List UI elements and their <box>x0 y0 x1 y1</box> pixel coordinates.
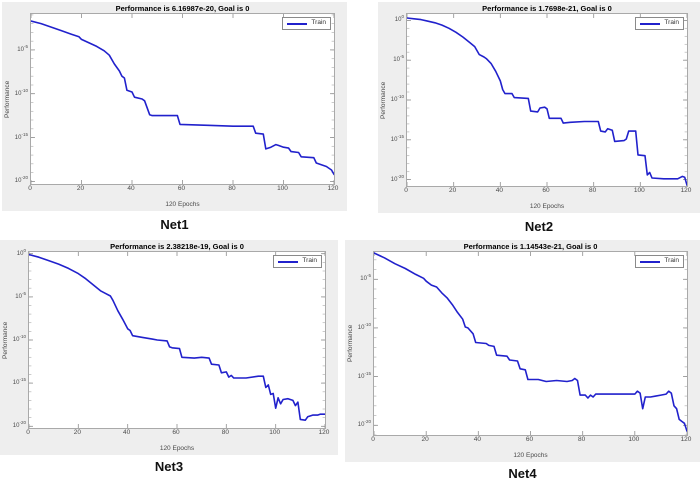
x-tick-label: 120 <box>327 185 339 192</box>
x-tick-label: 60 <box>525 436 534 443</box>
x-tick-label: 60 <box>542 187 550 194</box>
x-tick-label: 40 <box>473 436 481 443</box>
train-curve <box>374 252 687 432</box>
legend-label: Train <box>311 19 326 27</box>
x-tick-label: 40 <box>495 187 503 194</box>
x-tick-label: 80 <box>228 185 236 192</box>
legend: Train <box>282 17 331 30</box>
y-tick-label: 10-15 <box>390 133 404 143</box>
legend-label: Train <box>302 257 317 265</box>
y-tick-label: 100 <box>394 14 404 24</box>
x-tick-label: 0 <box>26 429 30 436</box>
x-axis-label: 120 Epochs <box>159 445 195 452</box>
legend-line-icon <box>278 260 299 263</box>
legend: Train <box>635 17 684 30</box>
plot-area: Train <box>406 13 688 187</box>
figure-window: Performance is 6.16987e-20, Goal is 0 Pe… <box>2 2 347 211</box>
figure-net1: Performance is 6.16987e-20, Goal is 0 Pe… <box>2 2 347 236</box>
x-tick-label: 20 <box>421 436 429 443</box>
y-tick-label: 10-10 <box>390 94 404 103</box>
plot-area: Train <box>373 251 688 436</box>
y-tick-label: 10-20 <box>14 175 28 185</box>
figure-caption: Net1 <box>160 217 189 232</box>
y-tick-label: 10-5 <box>17 43 28 53</box>
y-tick-label: 10-10 <box>357 321 371 331</box>
y-tick-label: 10-5 <box>15 290 26 300</box>
x-axis-label: 120 Epochs <box>165 201 200 208</box>
legend-line-icon <box>287 22 308 25</box>
x-tick-label: 120 <box>318 429 330 436</box>
y-axis-label: Performance <box>4 80 11 118</box>
train-curve <box>29 253 325 421</box>
legend-label: Train <box>664 257 679 265</box>
x-tick-label: 100 <box>628 436 640 443</box>
figure-caption: Net2 <box>524 219 554 234</box>
x-tick-label: 120 <box>680 436 692 443</box>
plot-title: Performance is 2.38218e-19, Goal is 0 <box>110 242 244 251</box>
figure-net3: Performance is 2.38218e-19, Goal is 0 Pe… <box>0 240 338 480</box>
y-tick-label: 10-20 <box>12 420 26 430</box>
x-tick-label: 120 <box>680 187 692 194</box>
x-tick-label: 80 <box>589 187 597 194</box>
plot-area: Train <box>30 13 335 185</box>
x-tick-label: 20 <box>449 187 457 194</box>
x-tick-label: 0 <box>371 436 375 443</box>
x-tick-label: 0 <box>404 187 408 194</box>
figure-caption: Net3 <box>154 459 184 474</box>
y-tick-label: 10-10 <box>12 334 26 343</box>
x-tick-label: 80 <box>221 429 229 436</box>
figure-net4: Performance is 1.14543e-21, Goal is 0 Pe… <box>345 240 700 481</box>
legend: Train <box>635 255 684 268</box>
legend-line-icon <box>640 260 661 263</box>
legend-label: Train <box>664 19 679 27</box>
plot-title: Performance is 6.16987e-20, Goal is 0 <box>115 4 250 13</box>
x-tick-label: 40 <box>123 429 131 436</box>
figure-window: Performance is 2.38218e-19, Goal is 0 Pe… <box>0 240 338 455</box>
x-axis-label: 120 Epochs <box>513 452 548 459</box>
plot-title: Performance is 1.7698e-21, Goal is 0 <box>482 4 612 13</box>
performance-curve-svg <box>407 14 687 186</box>
figure-window: Performance is 1.7698e-21, Goal is 0 Per… <box>378 2 700 213</box>
y-tick-label: 100 <box>16 247 26 257</box>
y-tick-label: 10-15 <box>12 377 26 387</box>
y-tick-label: 10-5 <box>393 54 404 64</box>
plot-title: Performance is 1.14543e-21, Goal is 0 <box>463 242 598 251</box>
x-tick-label: 100 <box>633 187 645 194</box>
y-tick-label: 10-15 <box>357 370 371 380</box>
x-tick-label: 40 <box>127 185 135 192</box>
train-curve <box>407 17 687 186</box>
performance-curve-svg <box>29 252 325 428</box>
figure-window: Performance is 1.14543e-21, Goal is 0 Pe… <box>345 240 700 462</box>
figure-caption: Net4 <box>508 466 537 481</box>
x-axis-label: 120 Epochs <box>529 203 565 210</box>
x-tick-label: 20 <box>76 185 85 192</box>
y-tick-label: 10-20 <box>357 419 371 429</box>
performance-curve-svg <box>374 252 687 435</box>
y-tick-label: 10-20 <box>390 173 404 183</box>
y-tick-label: 10-15 <box>14 131 28 141</box>
x-tick-label: 0 <box>28 185 32 192</box>
plot-area: Train <box>28 251 326 429</box>
x-tick-label: 20 <box>73 429 81 436</box>
y-tick-label: 10-5 <box>360 273 371 283</box>
x-tick-label: 60 <box>177 185 186 192</box>
x-tick-label: 60 <box>172 429 180 436</box>
x-tick-label: 80 <box>578 436 586 443</box>
x-tick-label: 100 <box>269 429 281 436</box>
x-tick-label: 100 <box>277 185 288 192</box>
y-tick-label: 10-10 <box>14 87 28 97</box>
legend: Train <box>273 255 322 268</box>
performance-curve-svg <box>31 14 334 184</box>
legend-line-icon <box>640 22 661 25</box>
figure-net2: Performance is 1.7698e-21, Goal is 0 Per… <box>378 2 700 238</box>
train-curve <box>31 20 334 176</box>
